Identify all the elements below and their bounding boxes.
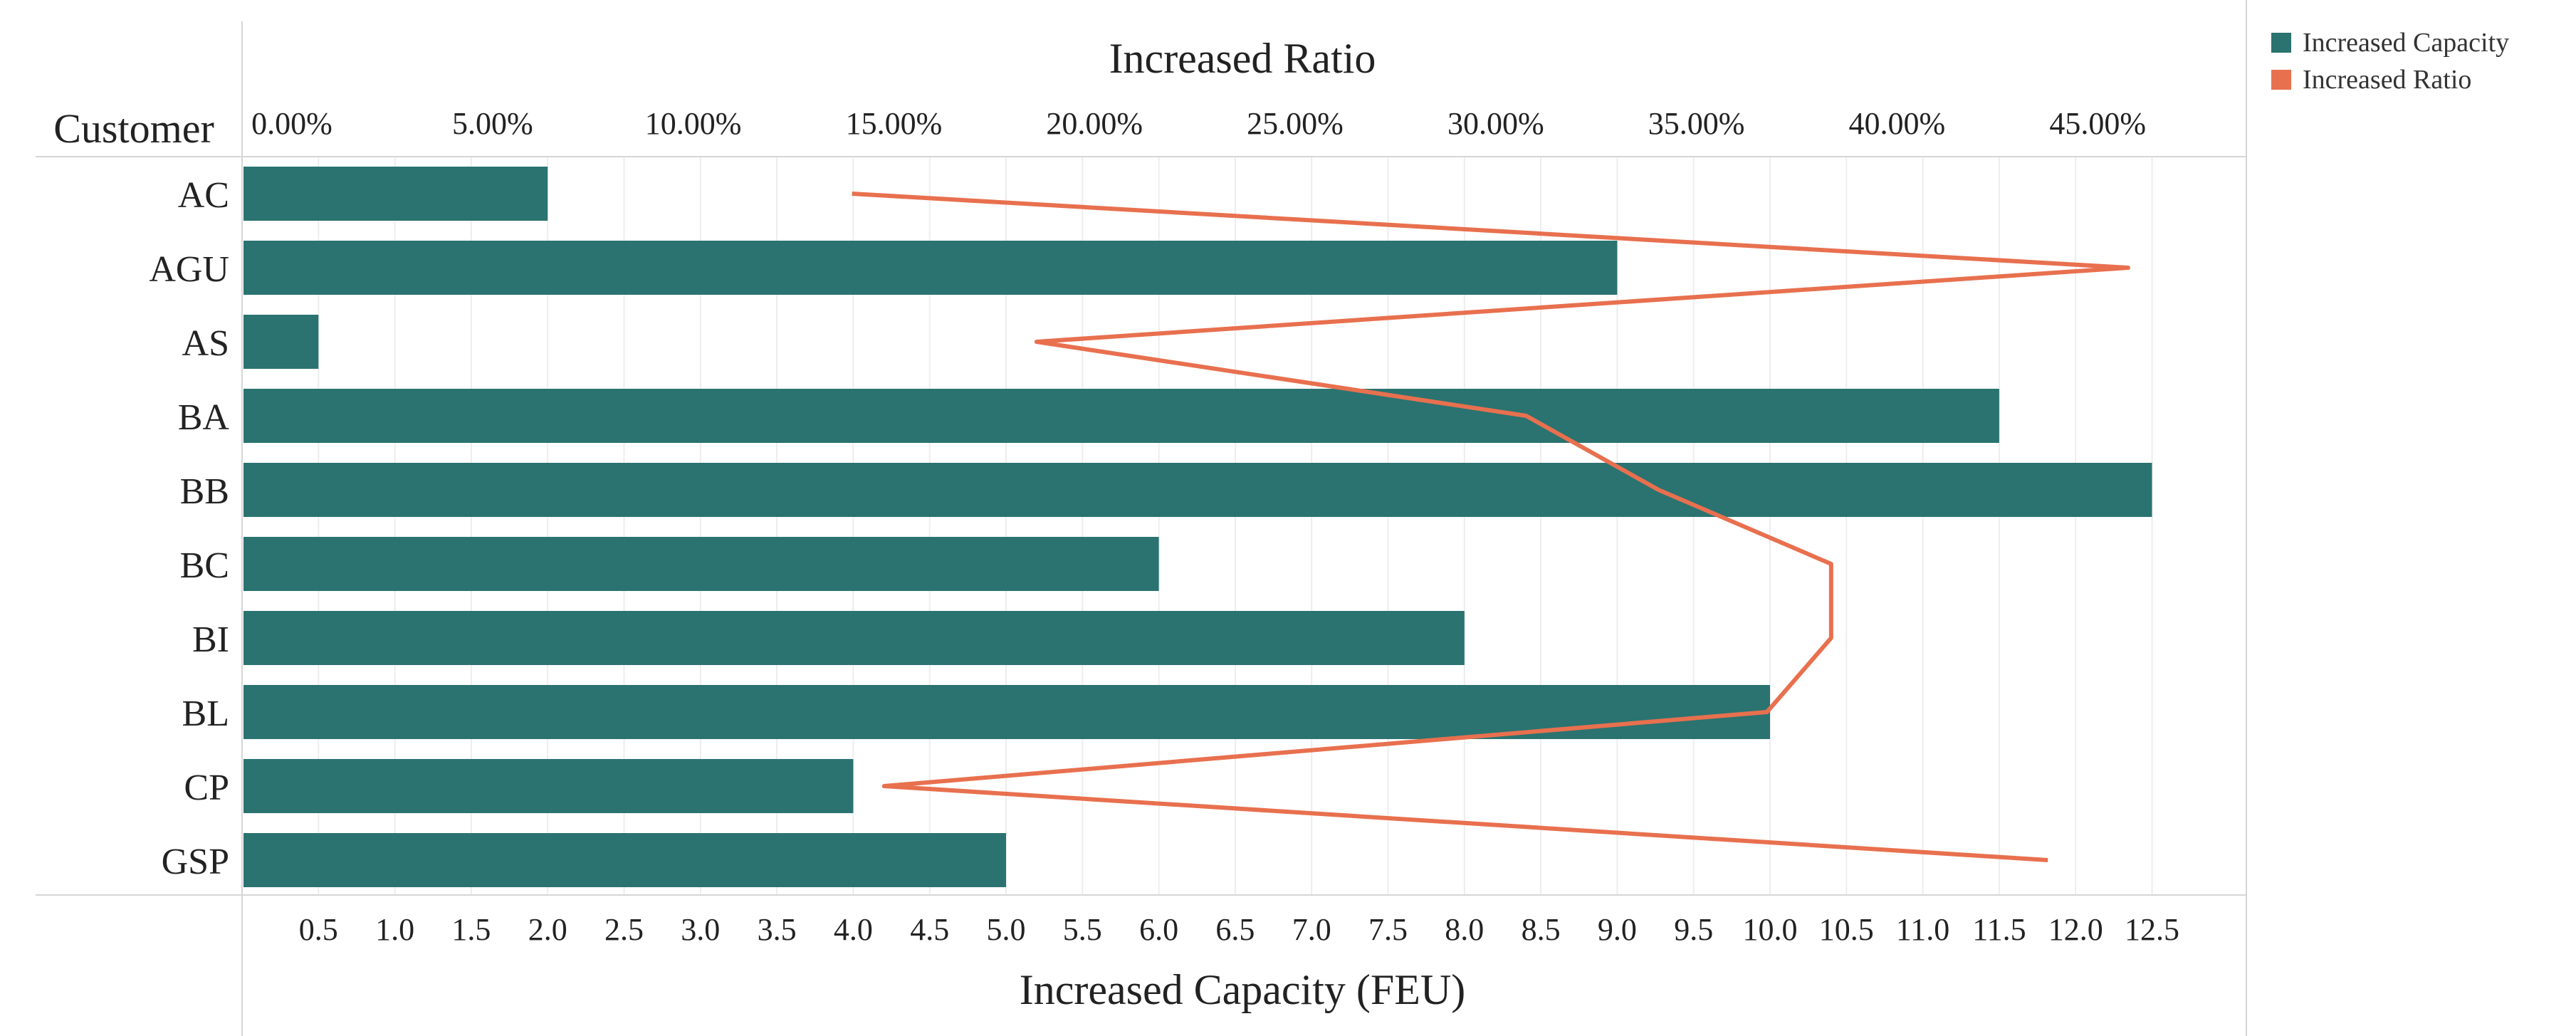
bottom-tick-label-6: 3.5 — [758, 912, 797, 947]
category-label-bb: BB — [180, 471, 229, 512]
bottom-tick-label-3: 2.0 — [528, 912, 567, 947]
bottom-tick-label-0: 0.5 — [299, 912, 338, 947]
bar-cp — [244, 759, 854, 813]
bottom-tick-label-9: 5.0 — [987, 912, 1026, 947]
bottom-tick-label-22: 11.5 — [1972, 912, 2026, 947]
top-tick-label-2: 10.00% — [645, 106, 742, 141]
bottom-tick-label-2: 1.5 — [451, 912, 491, 947]
category-label-ac: AC — [178, 175, 229, 216]
bottom-tick-label-11: 6.0 — [1139, 912, 1178, 947]
bar-ac — [244, 167, 548, 221]
top-tick-label-4: 20.00% — [1046, 106, 1143, 141]
bar-bl — [244, 685, 1770, 739]
bottom-tick-label-20: 10.5 — [1819, 912, 1874, 947]
bar-bc — [244, 537, 1159, 591]
top-tick-label-3: 15.00% — [846, 106, 943, 141]
legend-item-ratio: Increased Ratio — [2271, 61, 2509, 98]
legend-label-ratio: Increased Ratio — [2303, 65, 2472, 95]
top-tick-label-7: 35.00% — [1648, 106, 1745, 141]
bottom-axis-ticks: 0.5 1.0 1.5 2.0 2.5 3.0 3.5 4.0 4.5 5.0 5.5 6.0 6.5 7… — [299, 912, 2179, 947]
ratio-line — [852, 192, 2130, 862]
top-tick-label-9: 45.00% — [2049, 106, 2146, 141]
bar-gsp — [244, 833, 1006, 887]
row-header-customer: Customer — [53, 105, 214, 152]
bar-bi — [244, 611, 1465, 665]
legend-item-capacity: Increased Capacity — [2271, 24, 2509, 61]
top-tick-label-1: 5.00% — [452, 106, 533, 141]
bottom-tick-label-16: 8.5 — [1522, 912, 1561, 947]
legend-swatch-capacity — [2271, 33, 2291, 53]
category-label-bi: BI — [192, 619, 229, 660]
bars — [244, 167, 2152, 887]
category-label-as: AS — [182, 323, 229, 364]
category-label-ba: BA — [178, 397, 230, 438]
bar-agu — [244, 241, 1618, 295]
category-label-agu: AGU — [149, 249, 229, 290]
bottom-tick-label-8: 4.5 — [910, 912, 949, 947]
top-tick-label-6: 30.00% — [1447, 106, 1544, 141]
category-label-bc: BC — [180, 545, 229, 586]
bar-as — [244, 315, 319, 369]
bottom-tick-label-7: 4.0 — [834, 912, 873, 947]
category-label-gsp: GSP — [162, 842, 229, 882]
top-axis-ticks: 0.00% 5.00% 10.00% 15.00% 20.00% 25.00% 30.00%… — [251, 106, 2146, 141]
ratio-line-series — [852, 192, 2130, 862]
bottom-tick-label-5: 3.0 — [681, 912, 720, 947]
top-tick-label-5: 25.00% — [1247, 106, 1344, 141]
bottom-tick-label-19: 10.0 — [1743, 912, 1798, 947]
bottom-tick-label-23: 12.0 — [2048, 912, 2103, 947]
bottom-tick-label-12: 6.5 — [1215, 912, 1255, 947]
category-label-cp: CP — [184, 768, 229, 808]
top-axis-title: Increased Ratio — [1109, 35, 1376, 82]
bottom-tick-label-21: 11.0 — [1896, 912, 1949, 947]
bottom-tick-label-10: 5.5 — [1063, 912, 1102, 947]
bottom-tick-label-14: 7.5 — [1368, 912, 1408, 947]
bar-bb — [244, 463, 2152, 517]
legend-label-capacity: Increased Capacity — [2303, 28, 2510, 58]
bottom-tick-label-24: 12.5 — [2125, 912, 2179, 947]
bottom-tick-label-4: 2.5 — [604, 912, 644, 947]
bottom-tick-label-15: 8.0 — [1445, 912, 1484, 947]
category-labels: AC AGU AS BA BB BC BI BL CP GSP — [149, 175, 229, 882]
bottom-tick-label-1: 1.0 — [375, 912, 414, 947]
legend: Increased Capacity Increased Ratio — [2271, 24, 2509, 98]
bottom-tick-label-13: 7.0 — [1292, 912, 1331, 947]
legend-swatch-ratio — [2271, 70, 2291, 90]
top-tick-label-0: 0.00% — [251, 106, 333, 141]
bottom-tick-label-17: 9.0 — [1598, 912, 1637, 947]
category-label-bl: BL — [182, 694, 229, 734]
top-tick-label-8: 40.00% — [1849, 106, 1946, 141]
axis-frame — [36, 0, 2247, 1036]
bottom-axis-title: Increased Capacity (FEU) — [1020, 966, 1465, 1013]
bar-ba — [244, 389, 1999, 443]
bottom-tick-label-18: 9.5 — [1674, 912, 1713, 947]
